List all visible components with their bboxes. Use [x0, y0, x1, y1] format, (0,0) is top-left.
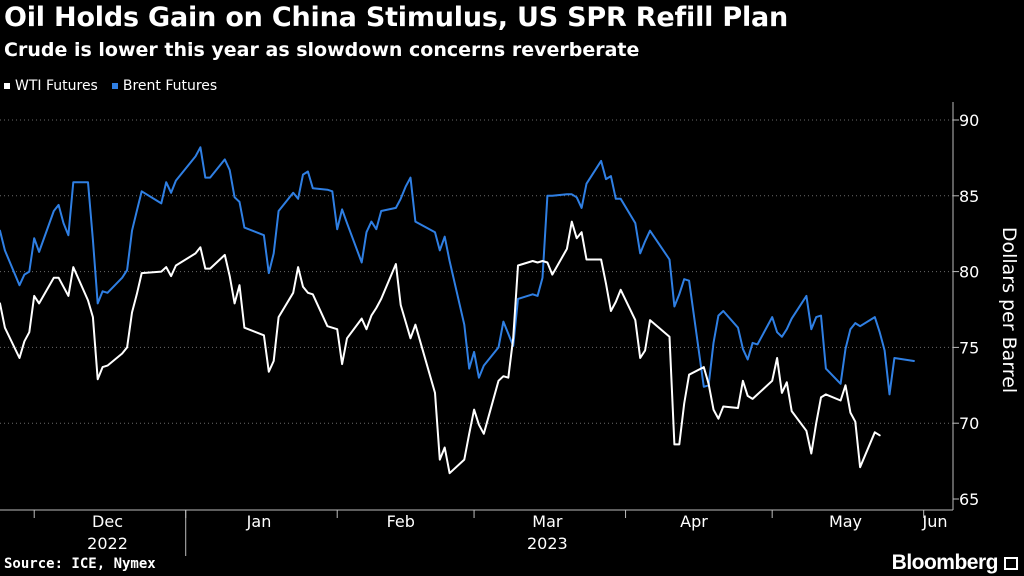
- y-tick-label: 80: [959, 263, 979, 282]
- bloomberg-mark-icon: [1004, 557, 1018, 570]
- x-tick-label: Apr: [680, 512, 708, 531]
- chart-subtitle: Crude is lower this year as slowdown con…: [4, 39, 640, 61]
- x-tick-label: Jan: [246, 512, 272, 531]
- x-tick-label: Jun: [922, 512, 948, 531]
- x-year-label: 2023: [527, 534, 568, 553]
- y-tick-label: 85: [959, 187, 979, 206]
- legend-item-wti: WTI Futures: [4, 78, 98, 94]
- x-tick-label: Mar: [532, 512, 563, 531]
- x-tick-label: Dec: [92, 512, 123, 531]
- x-axis: Dec Jan Feb Mar Apr May Jun 2022 2023: [0, 509, 953, 556]
- grid-lines: [0, 119, 953, 424]
- y-tick-label: 90: [959, 111, 979, 130]
- x-year-label: 2022: [87, 534, 128, 553]
- legend: WTI Futures Brent Futures: [4, 78, 231, 94]
- series-line-brent-futures: [0, 146, 915, 396]
- legend-label-wti: WTI Futures: [15, 78, 98, 94]
- legend-label-brent: Brent Futures: [122, 78, 218, 94]
- x-tick-label: May: [829, 512, 862, 531]
- legend-swatch-brent: [111, 83, 118, 89]
- source-note: Source: ICE, Nymex: [4, 556, 156, 572]
- series-line-wti-futures: [0, 220, 881, 475]
- y-tick-label: 70: [959, 414, 979, 433]
- chart-title: Oil Holds Gain on China Stimulus, US SPR…: [4, 2, 789, 33]
- y-axis-label: Dollars per Barrel: [998, 227, 1020, 393]
- y-tick-label: 65: [959, 490, 979, 509]
- series-lines: [0, 146, 915, 475]
- y-tick-label: 75: [959, 338, 979, 357]
- bloomberg-logo: Bloomberg: [891, 551, 999, 574]
- legend-swatch-wti: [4, 83, 10, 89]
- x-tick-label: Feb: [387, 512, 415, 531]
- y-axis: 65 70 75 80 85 90: [952, 102, 979, 510]
- legend-item-brent: Brent Futures: [111, 78, 218, 94]
